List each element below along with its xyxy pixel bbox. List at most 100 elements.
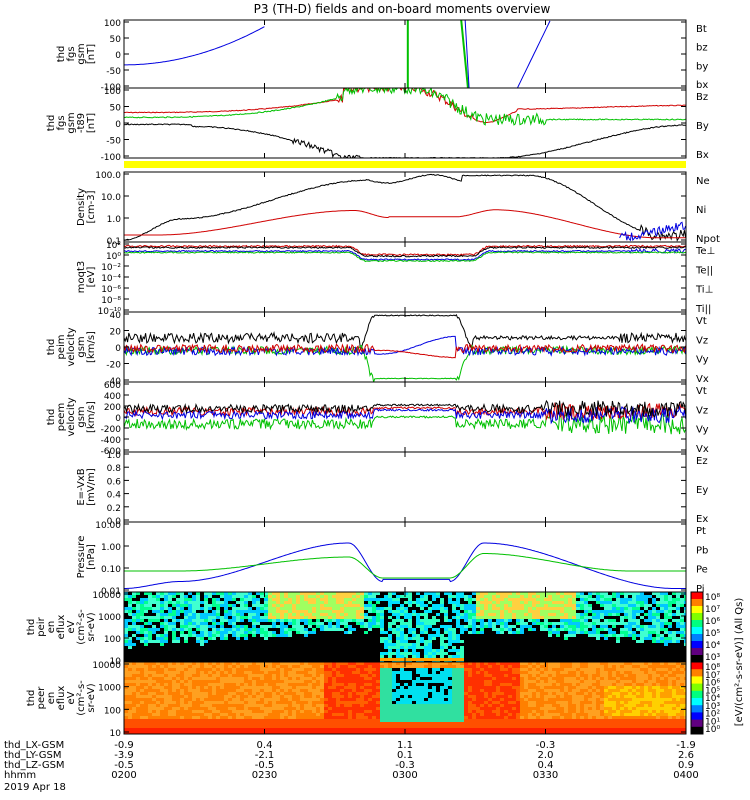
heatmap-cell: [164, 716, 168, 719]
heatmap-cell: [336, 652, 340, 655]
heatmap-cell: [252, 607, 256, 610]
heatmap-cell: [252, 692, 256, 695]
heatmap-cell: [404, 601, 408, 604]
heatmap-cell: [296, 655, 300, 658]
heatmap-cell: [128, 649, 132, 652]
heatmap-cell: [532, 622, 536, 625]
heatmap-cell: [208, 662, 212, 665]
heatmap-cell: [304, 731, 308, 734]
heatmap-cell: [184, 686, 188, 689]
heatmap-cell: [572, 643, 576, 646]
heatmap-cell: [420, 601, 424, 604]
series-vx-line: [124, 405, 686, 425]
heatmap-cell: [172, 689, 176, 692]
heatmap-cell: [272, 722, 276, 725]
heatmap-cell: [648, 592, 652, 595]
heatmap-cell: [152, 713, 156, 716]
heatmap-cell: [236, 631, 240, 634]
heatmap-cell: [612, 649, 616, 652]
heatmap-cell: [488, 634, 492, 637]
heatmap-cell: [132, 716, 136, 719]
heatmap-cell: [140, 604, 144, 607]
heatmap-cell: [616, 628, 620, 631]
heatmap-cell: [588, 622, 592, 625]
heatmap-cell: [156, 655, 160, 658]
heatmap-cell: [376, 628, 380, 631]
heatmap-cell: [208, 680, 212, 683]
heatmap-cell: [220, 686, 224, 689]
heatmap-cell: [152, 725, 156, 728]
heatmap-cell: [488, 598, 492, 601]
heatmap-cell: [616, 604, 620, 607]
heatmap-cell: [620, 625, 624, 628]
heatmap-cell: [440, 655, 444, 658]
heatmap-cell: [204, 592, 208, 595]
heatmap-cell: [196, 689, 200, 692]
heatmap-cell: [196, 616, 200, 619]
heatmap-cell: [404, 643, 408, 646]
heatmap-cell: [504, 604, 508, 607]
heatmap-cell: [164, 701, 168, 704]
heatmap-cell: [588, 658, 592, 661]
heatmap-cell: [452, 631, 456, 634]
heatmap-cell: [460, 595, 464, 598]
heatmap-cell: [124, 610, 128, 613]
heatmap-cell: [128, 628, 132, 631]
heatmap-cell: [252, 683, 256, 686]
heatmap-cell: [608, 613, 612, 616]
heatmap-cell: [144, 725, 148, 728]
heatmap-cell: [192, 662, 196, 665]
heatmap-cell: [412, 655, 416, 658]
heatmap-cell: [576, 628, 580, 631]
heatmap-cell: [128, 716, 132, 719]
heatmap-cell: [136, 649, 140, 652]
heatmap-cell: [232, 683, 236, 686]
heatmap-cell: [328, 631, 332, 634]
heatmap-cell: [176, 683, 180, 686]
heatmap-cell: [160, 613, 164, 616]
heatmap-cell: [360, 634, 364, 637]
heatmap-cell: [348, 628, 352, 631]
heatmap-cell: [508, 628, 512, 631]
heatmap-cell: [168, 686, 172, 689]
heatmap-cell: [564, 652, 568, 655]
heatmap-cell: [140, 625, 144, 628]
legend-Vt: Vt: [696, 316, 707, 327]
heatmap-cell: [220, 595, 224, 598]
heatmap-cell: [404, 649, 408, 652]
heatmap-cell: [292, 698, 296, 701]
heatmap-cell: [304, 607, 308, 610]
heatmap-cell: [356, 637, 360, 640]
heatmap-cell: [136, 646, 140, 649]
heatmap-cell: [248, 595, 252, 598]
heatmap-cell: [308, 598, 312, 601]
heatmap-cell: [256, 719, 260, 722]
heatmap-cell: [312, 658, 316, 661]
heatmap-cell: [132, 646, 136, 649]
heatmap-cell: [620, 616, 624, 619]
heatmap-cell: [152, 631, 156, 634]
heatmap-cell: [308, 698, 312, 701]
heatmap-cell: [208, 652, 212, 655]
heatmap-cell: [372, 643, 376, 646]
heatmap-cell: [436, 601, 440, 604]
heatmap-cell: [460, 610, 464, 613]
heatmap-cell: [464, 652, 468, 655]
heatmap-cell: [168, 668, 172, 671]
heatmap-cell: [508, 604, 512, 607]
heatmap-cell: [228, 725, 232, 728]
heatmap-cell: [404, 640, 408, 643]
heatmap-cell: [300, 610, 304, 613]
heatmap-cell: [268, 701, 272, 704]
heatmap-cell: [316, 610, 320, 613]
heatmap-cell: [232, 640, 236, 643]
heatmap-cell: [596, 604, 600, 607]
heatmap-cell: [436, 619, 440, 622]
heatmap-cell: [204, 731, 208, 734]
heatmap-cell: [528, 616, 532, 619]
heatmap-cell: [532, 631, 536, 634]
heatmap-cell: [204, 710, 208, 713]
heatmap-cell: [236, 683, 240, 686]
heatmap-cell: [348, 634, 352, 637]
heatmap-cell: [236, 731, 240, 734]
